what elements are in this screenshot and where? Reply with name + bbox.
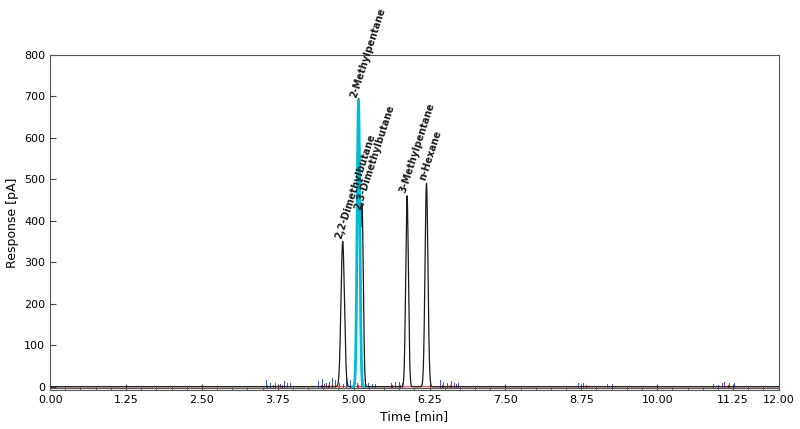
Text: 2-Methylpentane: 2-Methylpentane	[349, 6, 388, 99]
Text: 2,3-Dimethylbutane: 2,3-Dimethylbutane	[353, 103, 396, 211]
X-axis label: Time [min]: Time [min]	[380, 411, 448, 423]
Text: n-Hexane: n-Hexane	[417, 129, 442, 182]
Text: 3-Methylpentane: 3-Methylpentane	[398, 102, 436, 194]
Y-axis label: Response [pA]: Response [pA]	[6, 177, 18, 268]
Text: 2,2-Dimethylbutane: 2,2-Dimethylbutane	[334, 132, 377, 240]
